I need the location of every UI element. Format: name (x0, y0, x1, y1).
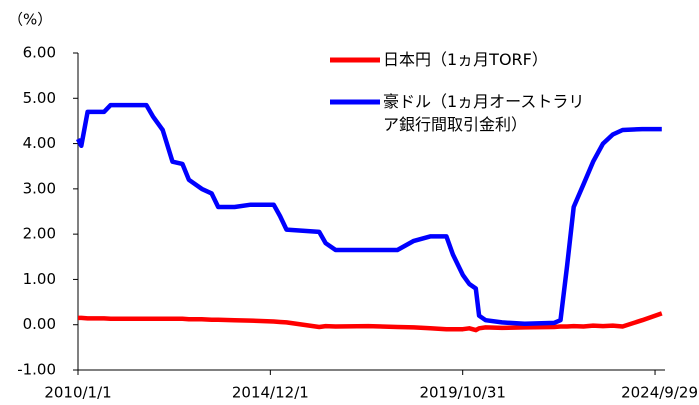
y-tick-label: 3.00 (23, 179, 56, 197)
series-line (75, 102, 662, 327)
y-tick-label: 5.00 (23, 89, 56, 107)
x-tick-label: 2019/10/31 (419, 384, 505, 402)
legend-label: 豪ドル（1ヵ月オーストラリア銀行間取引金利） (383, 92, 585, 134)
y-tick-label: 6.00 (23, 44, 56, 62)
x-tick-label: 2010/1/1 (44, 384, 111, 402)
y-tick-label: -1.00 (17, 361, 56, 379)
y-tick-label: 1.00 (23, 270, 56, 288)
series-line (78, 311, 663, 333)
y-axis-label: （%） (8, 11, 52, 29)
legend-label: 日本円（1ヵ月TORF） (383, 50, 548, 69)
x-tick-label: 2024/9/29 (621, 384, 698, 402)
x-tick-label: 2014/12/1 (232, 384, 309, 402)
y-tick-label: 0.00 (23, 315, 56, 333)
y-tick-label: 4.00 (23, 134, 56, 152)
y-tick-label: 2.00 (23, 225, 56, 243)
